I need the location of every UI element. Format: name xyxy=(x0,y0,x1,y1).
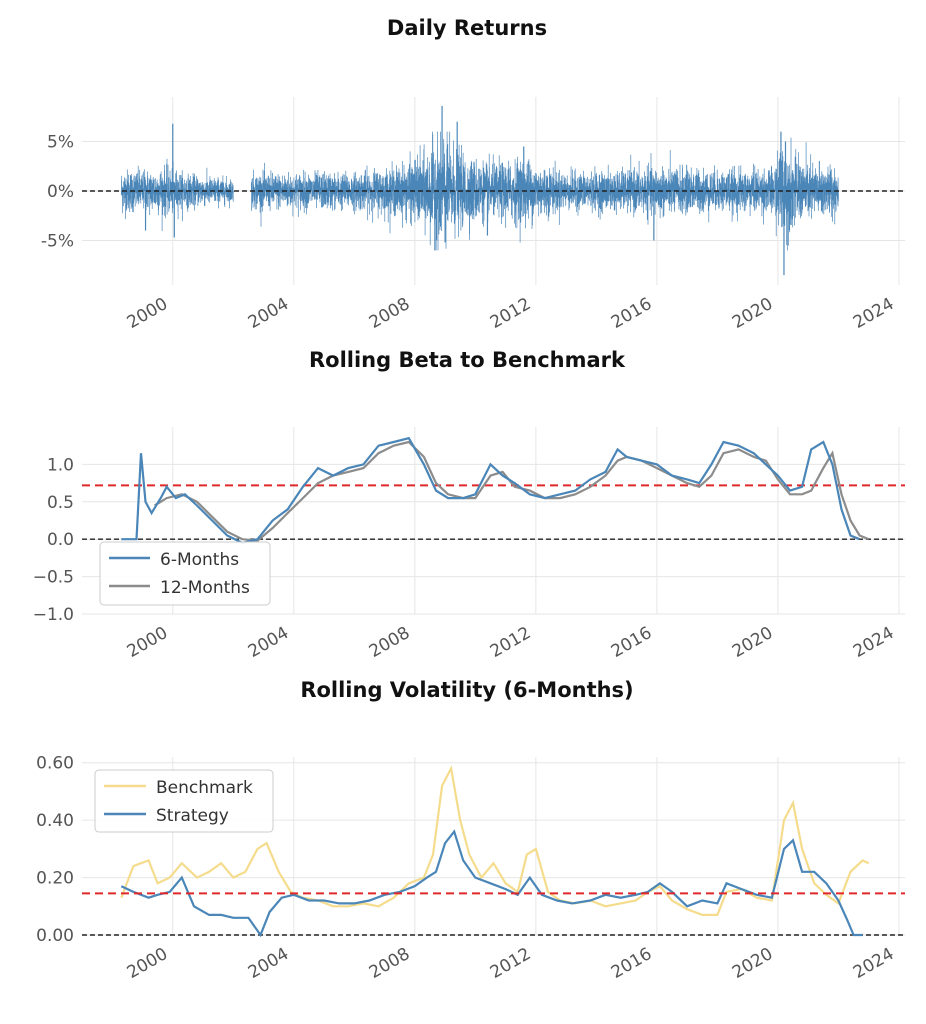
y-tick-label: 0.5 xyxy=(47,493,74,513)
x-tick-label: 2020 xyxy=(729,623,776,662)
x-tick-label: 2020 xyxy=(729,944,776,983)
y-tick-label: 0% xyxy=(47,182,74,202)
legend-label-strategy: Strategy xyxy=(156,806,229,826)
x-tick-label: 2000 xyxy=(124,944,171,983)
y-tick-label: -5% xyxy=(41,231,74,251)
legend-label-benchmark: Benchmark xyxy=(156,778,253,798)
rolling-volatility-legend: Benchmark Strategy xyxy=(94,769,274,833)
legend-label-12-months: 12-Months xyxy=(160,578,250,598)
x-tick-label: 2008 xyxy=(366,944,413,983)
y-tick-label: 0.20 xyxy=(36,869,74,889)
x-tick-label: 2012 xyxy=(487,944,534,983)
daily-returns-title: Daily Returns xyxy=(387,16,547,40)
y-tick-label: −1.0 xyxy=(33,605,74,625)
strategy-volatility-line xyxy=(120,829,863,938)
x-tick-label: 2024 xyxy=(850,294,897,333)
x-tick-label: 2004 xyxy=(245,944,292,983)
x-tick-label: 2016 xyxy=(608,944,655,983)
x-tick-label: 2024 xyxy=(850,944,897,983)
x-tick-label: 2016 xyxy=(608,294,655,333)
y-tick-label: 0.0 xyxy=(47,530,74,550)
rolling-beta-title: Rolling Beta to Benchmark xyxy=(309,348,626,372)
x-tick-label: 2008 xyxy=(366,294,413,333)
x-tick-label: 2012 xyxy=(487,623,534,662)
y-tick-label: 5% xyxy=(47,133,74,153)
strategy-returns-series xyxy=(251,131,839,251)
x-tick-label: 2024 xyxy=(850,623,897,662)
benchmark-volatility-line xyxy=(120,765,870,916)
y-tick-label: 0.00 xyxy=(36,926,74,946)
legend-label-6-months: 6-Months xyxy=(160,550,239,570)
x-tick-label: 2016 xyxy=(608,623,655,662)
y-tick-label: 0.60 xyxy=(36,754,74,774)
x-tick-label: 2008 xyxy=(366,623,413,662)
daily-returns-plot: 2000 2004 2008 2012 2016 2020 2024 5% 0% -5% xyxy=(41,97,905,333)
y-tick-label: 1.0 xyxy=(47,455,74,475)
rolling-beta-legend: 6-Months 12-Months xyxy=(99,541,271,606)
beta-12-months-line xyxy=(154,440,870,542)
rolling-volatility-title: Rolling Volatility (6-Months) xyxy=(300,678,633,702)
beta-6-months-line xyxy=(121,436,861,545)
x-tick-label: 2004 xyxy=(245,294,292,333)
x-tick-label: 2000 xyxy=(124,294,171,333)
y-tick-label: −0.5 xyxy=(33,568,74,588)
x-tick-label: 2004 xyxy=(245,623,292,662)
x-tick-label: 2020 xyxy=(729,294,776,333)
x-tick-label: 2000 xyxy=(124,623,171,662)
x-tick-label: 2012 xyxy=(487,294,534,333)
y-tick-label: 0.40 xyxy=(36,811,74,831)
strategy-returns-series xyxy=(120,158,234,231)
